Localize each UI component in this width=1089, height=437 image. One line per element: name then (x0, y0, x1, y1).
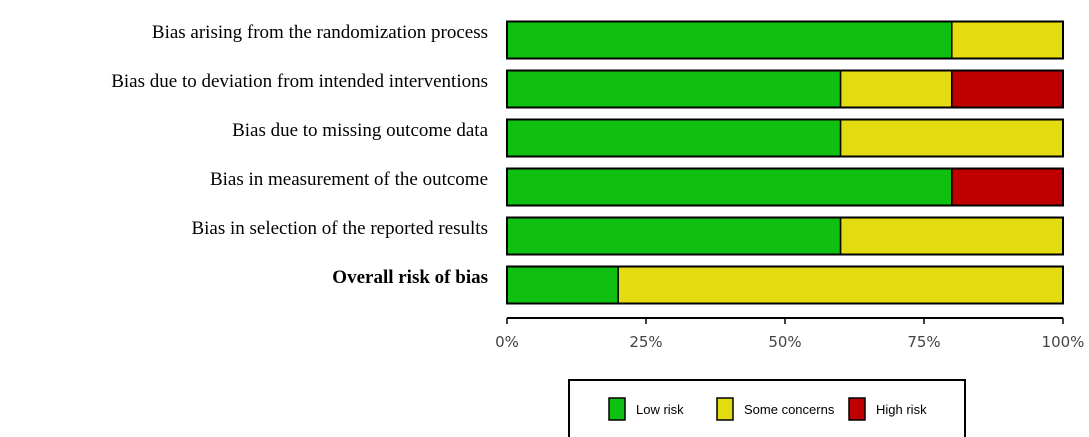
legend-swatch (716, 397, 734, 421)
category-label: Bias arising from the randomization proc… (152, 22, 488, 43)
bar-segment (506, 265, 619, 305)
bar-segment (506, 69, 842, 109)
bar-segment (951, 20, 1064, 60)
legend-swatch (608, 397, 626, 421)
bar-segment (839, 216, 1064, 256)
bar-outline (506, 216, 1064, 256)
bar-segment (839, 69, 953, 109)
bar-outline (506, 69, 1064, 109)
bar-segment (506, 216, 842, 256)
legend-label: High risk (876, 402, 927, 417)
legend-label: Low risk (636, 402, 684, 417)
x-tick-label: 75% (907, 333, 940, 351)
bar-segment (506, 167, 953, 207)
category-label: Bias in selection of the reported result… (191, 218, 488, 239)
bar-segment (617, 265, 1064, 305)
x-tick-label: 50% (768, 333, 801, 351)
bar-segment (506, 20, 953, 60)
bar-outline (506, 167, 1064, 207)
x-tick-label: 25% (629, 333, 662, 351)
bar-outline (506, 118, 1064, 158)
bar-outline (506, 265, 1064, 305)
bar-segment (951, 69, 1064, 109)
bar-segment (506, 118, 842, 158)
bar-outline (506, 20, 1064, 60)
legend-box (568, 379, 966, 437)
bar-segment (951, 167, 1064, 207)
legend-label: Some concerns (744, 402, 835, 417)
legend-swatch (848, 397, 866, 421)
x-tick-label: 100% (1042, 333, 1085, 351)
category-label: Bias in measurement of the outcome (210, 169, 488, 190)
category-label: Bias due to missing outcome data (232, 120, 489, 141)
category-label: Bias due to deviation from intended inte… (111, 71, 488, 92)
category-label: Overall risk of bias (332, 267, 488, 288)
bar-segment (839, 118, 1064, 158)
x-tick-label: 0% (495, 333, 519, 351)
